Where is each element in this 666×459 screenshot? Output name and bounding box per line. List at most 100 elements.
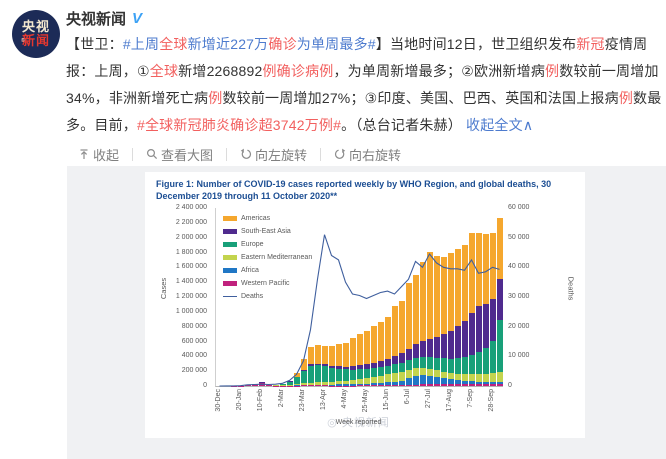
bar-segment xyxy=(335,343,342,367)
attached-chart-image[interactable]: Figure 1: Number of COVID-19 cases repor… xyxy=(67,166,666,459)
bar-segment xyxy=(419,262,426,342)
right-ytick-label: 30 000 xyxy=(508,293,530,300)
content-text: 数较前一周增加34%，非洲新增死亡病 xyxy=(66,63,659,106)
bar-segment xyxy=(342,366,349,370)
bar-segment xyxy=(412,344,419,358)
bar-segment xyxy=(489,373,496,382)
bar-segment xyxy=(370,362,377,368)
bar-segment xyxy=(321,384,328,386)
bar-segment xyxy=(475,384,482,386)
hashtag-link[interactable]: #上周 xyxy=(122,36,160,52)
rotate-left-icon xyxy=(240,148,252,160)
bar-segment xyxy=(454,249,461,327)
bar-segment xyxy=(482,384,489,386)
avatar[interactable]: 央视 新闻 ® xyxy=(12,10,60,58)
bar-segment xyxy=(300,370,307,372)
rotate-left-button[interactable]: 向左旋转 xyxy=(240,145,307,164)
bar-segment xyxy=(475,233,482,306)
left-ytick-label: 800 000 xyxy=(181,322,207,330)
hashtag-link[interactable]: 新增近227万 xyxy=(187,36,269,52)
legend-swatch xyxy=(223,296,237,297)
bar-segment xyxy=(461,320,468,358)
bar-segment xyxy=(475,305,482,352)
left-ytick-label: 1 600 000 xyxy=(175,263,207,271)
image-watermark: ◎ 央视新闻 xyxy=(327,417,390,429)
bar-stack-week-4-May xyxy=(342,342,349,386)
author-row: 央视新闻 V xyxy=(66,8,142,28)
bar-segment xyxy=(363,385,370,386)
legend-label: Eastern Mediterranean xyxy=(241,254,313,261)
bar-segment xyxy=(349,337,356,367)
bar-segment xyxy=(468,233,475,314)
bar-segment xyxy=(370,367,377,377)
legend-label: Deaths xyxy=(241,293,264,300)
bar-segment xyxy=(356,333,363,366)
right-ytick-label: 50 000 xyxy=(508,233,530,241)
bar-segment xyxy=(426,369,433,377)
content-text: 全球 xyxy=(149,63,179,79)
left-ytick-label: 2 200 000 xyxy=(175,218,207,226)
hashtag-link[interactable]: 为单周最多# xyxy=(296,36,376,52)
bar-stack-week-20-Jul xyxy=(419,262,426,386)
bar-segment xyxy=(482,381,489,385)
bar-segment xyxy=(314,382,321,385)
bar-segment xyxy=(496,384,503,386)
legend-item: Americas xyxy=(223,212,312,225)
bar-segment xyxy=(328,367,335,382)
bar-segment xyxy=(286,381,293,385)
deaths-line xyxy=(219,234,500,387)
bar-segment xyxy=(307,384,314,386)
content-text: 新冠 xyxy=(576,36,605,52)
collapse-full-text-link[interactable]: 收起全文∧ xyxy=(466,117,534,133)
avatar-text-bottom: 新闻 xyxy=(21,33,50,48)
view-large-image-button[interactable]: 查看大图 xyxy=(146,145,213,164)
magnifier-icon xyxy=(146,148,158,160)
left-ytick-label: 2 000 000 xyxy=(175,233,207,241)
bar-segment xyxy=(496,372,503,382)
bar-stack-week-8-Jun xyxy=(377,321,384,386)
bar-segment xyxy=(398,362,405,372)
content-text: ，为单周新增最多；②欧洲新增病 xyxy=(333,63,546,79)
bar-segment xyxy=(370,385,377,386)
bar-segment xyxy=(377,321,384,361)
bar-segment xyxy=(398,385,405,386)
left-ytick-label: 200 000 xyxy=(181,367,207,375)
rotate-left-label: 向左旋转 xyxy=(255,147,308,163)
content-text: 数较前一周增加27%；③印度、美国、巴西、英国和法国上报病 xyxy=(222,90,619,106)
bar-segment xyxy=(454,384,461,386)
bar-segment xyxy=(384,385,391,386)
bar-segment xyxy=(300,383,307,386)
bar-segment xyxy=(342,369,349,381)
bar-segment xyxy=(412,367,419,377)
author-name-link[interactable]: 央视新闻 xyxy=(66,10,127,28)
bar-segment xyxy=(475,381,482,385)
bar-segment xyxy=(412,376,419,385)
legend-item: Europe xyxy=(223,238,312,251)
bar-segment xyxy=(405,369,412,379)
bar-segment xyxy=(384,374,391,383)
bar-segment xyxy=(433,370,440,378)
bar-segment xyxy=(468,374,475,382)
bar-stack-week-3-Aug xyxy=(433,255,440,386)
left-ytick-label: 600 000 xyxy=(181,337,207,345)
bar-segment xyxy=(307,365,314,383)
bar-stack-week-15-Jun xyxy=(384,316,391,386)
content-text: #全球新冠肺炎确诊超3742万例# xyxy=(137,117,342,133)
bar-stack-week-9-Mar xyxy=(286,380,293,386)
bar-segment xyxy=(335,368,342,382)
bar-stack-week-11-May xyxy=(349,337,356,386)
collapse-image-button[interactable]: 收起 xyxy=(78,145,119,164)
legend-swatch xyxy=(223,229,237,234)
rotate-right-button[interactable]: 向右旋转 xyxy=(334,145,401,164)
bar-segment xyxy=(349,379,356,385)
bar-segment xyxy=(377,385,384,386)
bar-segment xyxy=(454,380,461,385)
bar-segment xyxy=(489,381,496,385)
avatar-registered-mark: ® xyxy=(21,37,25,44)
bar-segment xyxy=(475,374,482,382)
bar-segment xyxy=(482,234,489,304)
bar-segment xyxy=(412,357,419,368)
bar-segment xyxy=(349,369,356,380)
bar-segment xyxy=(482,303,489,349)
bar-segment xyxy=(335,366,342,369)
